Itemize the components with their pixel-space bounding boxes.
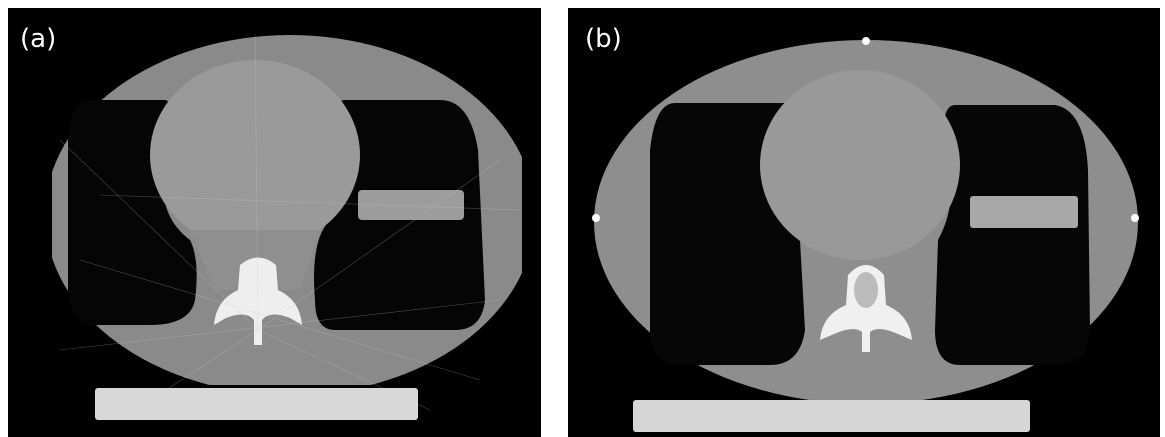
panel-b: (b) [568,8,1160,437]
heart [760,70,960,260]
insert [970,196,1078,228]
panel-a: (a) [8,8,541,437]
figure: (a) (b) [0,0,1165,437]
panel-label: (a) [20,24,56,54]
couch [95,388,418,420]
couch [633,400,1030,432]
spinal-canal [854,272,878,308]
marker [1131,214,1139,222]
page: (a) (b) (() => { const data = JSON.parse… [0,0,1165,437]
marker [862,37,870,45]
panel-label: (b) [585,24,622,54]
heart [150,60,360,250]
lung-right [935,105,1090,365]
marker [592,214,600,222]
